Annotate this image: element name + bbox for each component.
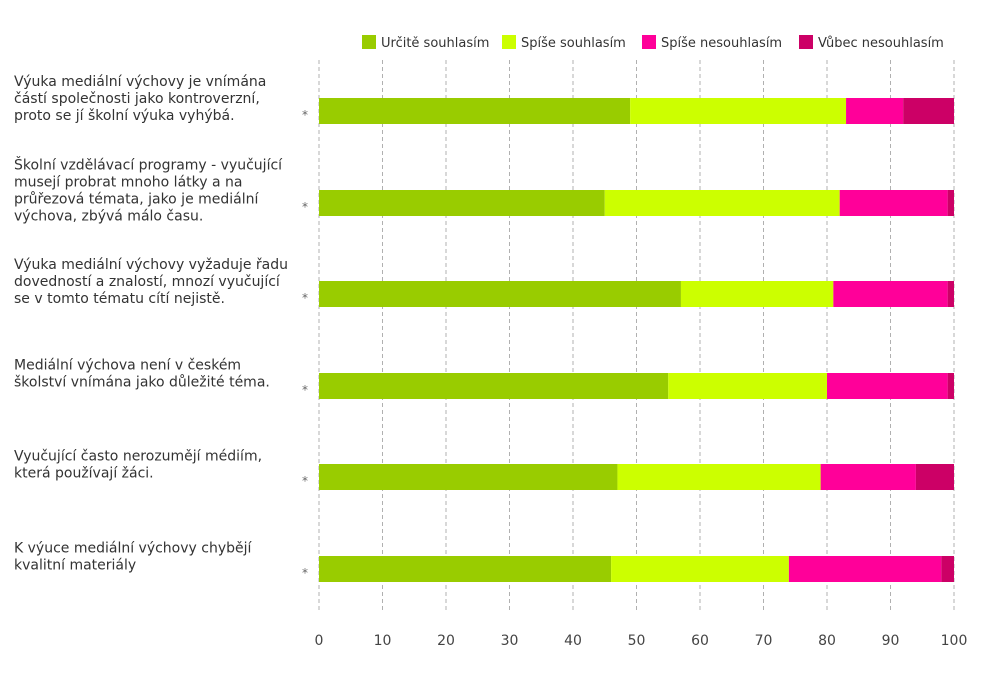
- bar-segment: [915, 464, 954, 490]
- bar-segment: [903, 98, 954, 124]
- category-marker: *: [302, 200, 308, 214]
- category-label: Výuka mediální výchovy vyžaduje řadudove…: [14, 257, 308, 307]
- bar-segment: [319, 556, 612, 582]
- bar-segment: [611, 556, 789, 582]
- category-label-line: Vyučující často nerozumějí médiím,: [14, 449, 262, 465]
- category-label-line: Výuka mediální výchovy vyžaduje řadu: [14, 257, 288, 273]
- legend-swatch: [642, 35, 656, 49]
- category-label: Vyučující často nerozumějí médiím,která …: [14, 449, 308, 489]
- legend-swatch: [362, 35, 376, 49]
- category-label-line: částí společnosti jako kontroverzní,: [14, 91, 260, 107]
- category-label-line: kvalitní materiály: [14, 558, 136, 574]
- bar-segment: [319, 464, 618, 490]
- category-marker: *: [302, 474, 308, 488]
- x-tick-label: 40: [564, 633, 582, 649]
- bars: [319, 98, 954, 582]
- category-marker: *: [302, 291, 308, 305]
- category-marker: *: [302, 566, 308, 580]
- bar-segment: [319, 373, 669, 399]
- category-label-line: školství vnímána jako důležité téma.: [14, 375, 270, 391]
- category-label-line: Výuka mediální výchovy je vnímána: [14, 74, 266, 90]
- bar-segment: [319, 98, 631, 124]
- x-tick-label: 50: [628, 633, 646, 649]
- bar-segment: [617, 464, 821, 490]
- category-label-line: průřezová témata, jako je mediální: [14, 192, 260, 208]
- x-tick-label: 80: [818, 633, 836, 649]
- category-label: K výuce mediální výchovy chybějíkvalitní…: [14, 541, 308, 581]
- category-label-line: Školní vzdělávací programy - vyučující: [14, 156, 283, 174]
- legend-item: Určitě souhlasím: [362, 35, 489, 51]
- bar-segment: [319, 281, 681, 307]
- x-tick-label: 90: [882, 633, 900, 649]
- bar-segment: [941, 556, 954, 582]
- x-tick-label: 100: [941, 633, 968, 649]
- bar-segment: [820, 464, 916, 490]
- category-label: Školní vzdělávací programy - vyučujícímu…: [14, 156, 308, 225]
- category-label-line: Mediální výchova není v českém: [14, 358, 241, 374]
- x-tick-label: 30: [501, 633, 519, 649]
- category-marker: *: [302, 383, 308, 397]
- x-tick-label: 0: [315, 633, 324, 649]
- legend-label: Spíše souhlasím: [521, 36, 626, 51]
- category-label-line: K výuce mediální výchovy chybějí: [14, 541, 253, 557]
- bar-segment: [788, 556, 942, 582]
- legend: Určitě souhlasím Spíše souhlasím Spíše nes…: [362, 35, 944, 51]
- legend-swatch: [799, 35, 813, 49]
- x-tick-label: 20: [437, 633, 455, 649]
- legend-swatch: [502, 35, 516, 49]
- bar-segment: [833, 281, 948, 307]
- x-tick-label: 10: [374, 633, 392, 649]
- legend-label: Určitě souhlasím: [381, 36, 489, 51]
- category-label-line: proto se jí školní výuka vyhýbá.: [14, 108, 235, 124]
- legend-item: Vůbec nesouhlasím: [799, 35, 944, 51]
- bar-segment: [839, 190, 948, 216]
- x-axis-ticks: 0 10 20 30 40 50 60 70 80 90 100: [315, 633, 968, 649]
- bar-segment: [827, 373, 948, 399]
- bar-segment: [319, 190, 605, 216]
- bar-segment: [604, 190, 840, 216]
- x-tick-label: 70: [755, 633, 773, 649]
- category-label-line: musejí probrat mnoho látky a na: [14, 175, 242, 191]
- x-tick-label: 60: [691, 633, 709, 649]
- bar-segment: [630, 98, 847, 124]
- category-marker: *: [302, 108, 308, 122]
- legend-item: Spíše nesouhlasím: [642, 35, 782, 51]
- bar-segment: [947, 281, 954, 307]
- bar-segment: [846, 98, 904, 124]
- bar-segment: [947, 190, 954, 216]
- bar-segment: [680, 281, 834, 307]
- legend-label: Spíše nesouhlasím: [661, 36, 782, 51]
- legend-item: Spíše souhlasím: [502, 35, 626, 51]
- category-label-line: která používají žáci.: [14, 466, 154, 482]
- legend-label: Vůbec nesouhlasím: [818, 36, 944, 51]
- category-label-line: dovedností a znalostí, mnozí vyučující: [14, 274, 281, 290]
- category-label-line: výchova, zbývá málo času.: [14, 209, 203, 225]
- bar-segment: [947, 373, 954, 399]
- grid-lines: [318, 60, 955, 612]
- category-label-line: se v tomto tématu cítí nejistě.: [14, 291, 225, 307]
- bar-segment: [668, 373, 827, 399]
